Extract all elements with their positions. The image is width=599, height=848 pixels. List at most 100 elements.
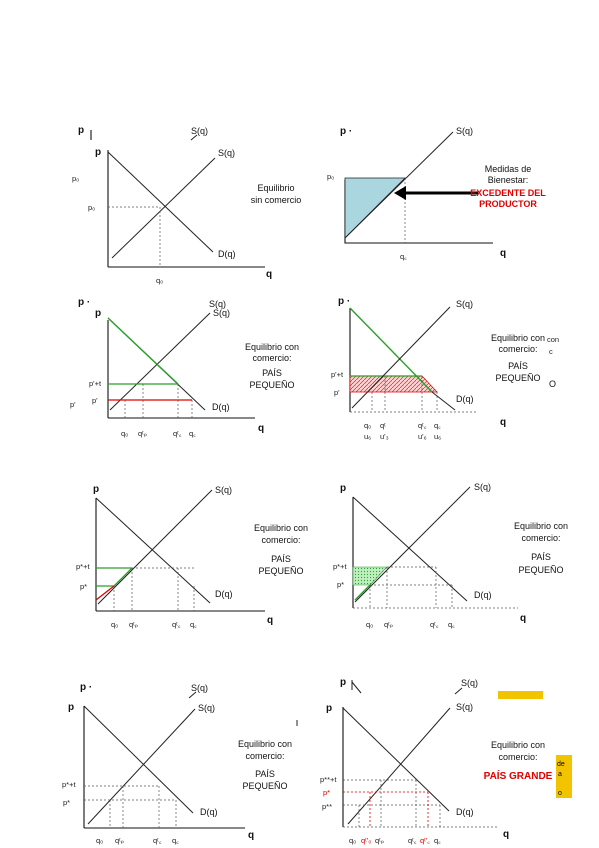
q-label: q₀ [121, 429, 128, 438]
quantity-axis-label: q [500, 417, 506, 428]
green-supply-segment [354, 584, 371, 601]
panel-small-country-dotted: p q S(q) D(q) p*+t p* q₀ qᵗₚ qᵗ꜀ q꜀ Equi… [333, 482, 568, 629]
qc-label: q꜀ [400, 252, 407, 261]
p0-label: p₀ [327, 172, 334, 181]
q-label: q₀ [111, 620, 118, 629]
supply-label: S(q) [215, 485, 232, 495]
q-label: q₀ [349, 836, 356, 845]
supply-label: S(q) [474, 482, 491, 492]
price-with-tariff-label: p**+t [320, 775, 337, 784]
price-axis-label: p · [78, 297, 90, 308]
caption-line: PAÍS [531, 552, 551, 562]
demand-label: D(q) [474, 590, 492, 600]
caption-red-line: EXCEDENTE DEL [470, 188, 546, 198]
price-axis-label: p [95, 147, 101, 158]
supply-label: S(q) [218, 148, 235, 158]
supply-label-ghost: S(q) [461, 678, 478, 688]
price-with-tariff-label: p*+t [62, 780, 76, 789]
supply-curve [109, 312, 211, 411]
supply-ghost-tick [190, 134, 198, 141]
q-label: q꜀ [434, 421, 441, 430]
panel-producer-surplus: p · q S(q) p₀ q꜀ Medidas de Bienestar: E… [327, 126, 546, 261]
supply-curve [87, 708, 196, 825]
q-label: q₀ [96, 836, 103, 845]
supply-label: S(q) [213, 308, 230, 318]
q-label: qᵗ [380, 421, 386, 430]
demand-curve [95, 497, 211, 604]
price-axis-label: p [95, 308, 101, 319]
caption-line: Equilibrio con [254, 523, 308, 533]
p0-label: p₀ [88, 203, 95, 212]
caption-line: PEQUEÑO [518, 565, 563, 575]
green-demand-segment [349, 307, 433, 393]
demand-curve [107, 151, 214, 253]
q-label: qᵗ꜀ [172, 620, 181, 629]
caption-line: PEQUEÑO [242, 781, 287, 791]
panel-no-trade-equilibrium: p S(q) p q S(q) D(q) p₀ p₀ q₀ Equilibrio… [72, 125, 301, 285]
price-axis-label: p [340, 483, 346, 494]
panel-large-country: p S(q) p q S(q) D(q) p**+t p* p** q₀ qᵗ'… [320, 677, 572, 845]
q-label-red: qᵗ'꜀ [420, 836, 430, 845]
caption-line: Equilibrio con [245, 342, 299, 352]
caption-line: PAÍS [262, 368, 282, 378]
q-label: qᵗ꜀ [418, 421, 427, 430]
q-label: qᵗ꜀ [408, 836, 417, 845]
caption-line: Equilibrio con [491, 740, 545, 750]
q-label: q꜀ [172, 836, 179, 845]
q-label-red: qᵗ'₀ [361, 836, 371, 845]
price-ghost-label: p' [70, 400, 76, 409]
supply-ghost-tick [188, 691, 197, 699]
green-demand-segment [107, 317, 179, 385]
supply-curve [111, 157, 216, 259]
quantity-axis-label: q [500, 248, 506, 259]
price-axis-label: p [340, 677, 346, 688]
q-label: q꜀ [448, 620, 455, 629]
supply-curve [347, 707, 451, 825]
price-label: p' [334, 388, 340, 397]
supply-label-ghost: S(q) [191, 683, 208, 693]
q-label: u'₃ [380, 432, 389, 441]
demand-label: D(q) [215, 589, 233, 599]
q-label: q꜀ [190, 620, 197, 629]
caption-line: Equilibrio con [514, 521, 568, 531]
supply-curve [97, 489, 213, 605]
q-label: qᵗ꜀ [430, 620, 439, 629]
green-dotted-area [352, 566, 388, 586]
red-supply-segment [95, 585, 115, 601]
price-axis-label: p [93, 484, 99, 495]
quantity-axis-label: q [503, 829, 509, 840]
supply-label: S(q) [456, 126, 473, 136]
caption-fragment: con [547, 335, 559, 344]
q-label: qᵗₚ [115, 836, 124, 845]
caption-line: PEQUEÑO [258, 566, 303, 576]
caption-line: comercio: [498, 752, 537, 762]
q-label: qᵗₚ [129, 620, 138, 629]
caption-line: PAÍS [255, 769, 275, 779]
supply-label: S(q) [456, 299, 473, 309]
supply-curve [354, 486, 471, 603]
yellow-highlight [498, 691, 543, 699]
quantity-axis-label: q [248, 830, 254, 841]
caption-line: comercio: [245, 751, 284, 761]
q-label: qᵗ꜀ [153, 836, 162, 845]
caption-line: sin comercio [251, 195, 302, 205]
caption-line: Medidas de [485, 164, 532, 174]
caption-fragment: O [549, 379, 556, 389]
demand-label: D(q) [200, 807, 218, 817]
caption-fragment: a [558, 771, 562, 778]
q0-label: q₀ [156, 276, 163, 285]
world-price-label: p* [323, 788, 330, 797]
caption-fragment: o [558, 790, 562, 797]
green-supply-segment [113, 567, 133, 587]
q-label: q₀ [366, 620, 373, 629]
price-label: p* [337, 580, 344, 589]
q-label: q꜀ [189, 429, 196, 438]
quantity-axis-label: q [267, 615, 273, 626]
caption-line: Bienestar: [488, 175, 529, 185]
price-with-tariff-label: p'+t [331, 370, 344, 379]
quantity-axis-label: q [258, 423, 264, 434]
demand-curve [431, 391, 456, 411]
price-label: p' [92, 396, 98, 405]
yellow-highlight [556, 755, 572, 798]
caption-line: Equilibrio con [491, 333, 545, 343]
